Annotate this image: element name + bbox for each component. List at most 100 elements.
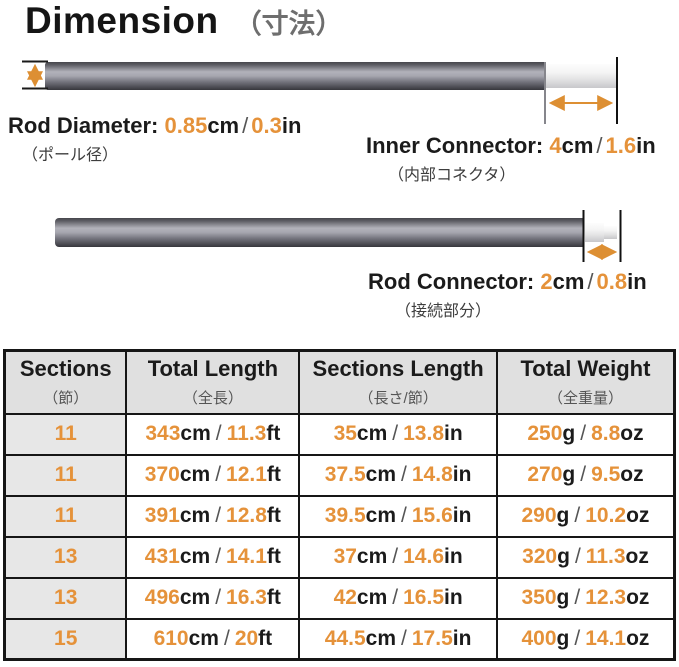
metric-value: 496: [144, 586, 180, 609]
rod-diameter-in-unit: in: [281, 113, 302, 138]
value-separator: /: [242, 113, 249, 138]
value-separator: /: [580, 422, 587, 445]
metric-value: 343: [145, 422, 181, 445]
value-separator: /: [574, 504, 581, 527]
rod-illustration-bottom: [55, 218, 583, 247]
diameter-arrow: [22, 60, 48, 90]
metric-unit: cm: [179, 545, 211, 568]
imperial-unit: in: [452, 463, 472, 486]
imperial-value: 16.3: [226, 586, 267, 609]
imperial-value: 11.3: [585, 545, 626, 568]
metric-value: 370: [144, 463, 180, 486]
table-row: 13 496cm/16.3ft 42cm/16.5in 350g/12.3oz: [3, 576, 676, 620]
imperial-value: 9.5: [591, 463, 621, 486]
imperial-unit: in: [444, 545, 463, 568]
metric-unit: cm: [356, 545, 388, 568]
metric-unit: cm: [365, 504, 397, 527]
col-header-sections-length-jp: （長さ/節）: [358, 390, 438, 408]
metric-value: 35: [333, 422, 357, 445]
sections-value: 13: [54, 545, 78, 568]
sections-value: 11: [54, 504, 77, 527]
rod-connector-in-unit: in: [627, 269, 647, 294]
metric-value: 44.5: [324, 626, 366, 650]
value-separator: /: [401, 463, 407, 486]
rod-illustration-top: [45, 62, 545, 90]
metric-value: 39.5: [324, 504, 366, 527]
metric-unit: g: [562, 422, 576, 445]
imperial-unit: oz: [626, 626, 650, 650]
table-row: 13 431cm/14.1ft 37cm/14.6in 320g/11.3oz: [3, 535, 676, 579]
inner-connector-in-unit: in: [636, 133, 656, 158]
rod-diameter-cm-value: 0.85: [164, 113, 208, 138]
inner-connector-in-value: 1.6: [605, 133, 637, 158]
cell-section-length: 39.5cm/15.6in: [298, 494, 498, 538]
cell-sections: 13: [3, 576, 128, 620]
metric-value: 290: [521, 504, 557, 527]
rod-connector-tip: [604, 226, 617, 239]
metric-unit: g: [556, 586, 570, 609]
value-separator: /: [215, 586, 222, 609]
metric-unit: cm: [179, 504, 211, 527]
imperial-unit: oz: [625, 545, 649, 568]
metric-unit: cm: [365, 626, 397, 650]
metric-unit: g: [562, 463, 576, 486]
imperial-unit: oz: [626, 586, 650, 609]
metric-unit: cm: [188, 626, 219, 650]
cell-sections: 11: [3, 412, 128, 456]
value-separator: /: [392, 545, 399, 568]
metric-unit: g: [556, 626, 570, 650]
metric-unit: g: [557, 545, 570, 568]
value-separator: /: [223, 626, 230, 650]
cell-sections: 13: [3, 535, 128, 579]
metric-unit: cm: [179, 586, 211, 609]
col-header-total-weight-jp: （全重量）: [547, 390, 623, 408]
imperial-value: 14.1: [585, 626, 627, 650]
cell-total-weight: 250g/8.8oz: [495, 412, 676, 456]
inner-connector-label-jp: （内部コネクタ）: [388, 167, 516, 184]
metric-value: 250: [527, 422, 563, 445]
rod-connector-label-jp: （接続部分）: [395, 303, 492, 320]
cell-total-weight: 320g/11.3oz: [495, 535, 676, 579]
imperial-unit: ft: [266, 422, 281, 445]
value-separator: /: [392, 422, 399, 445]
page-title-jp: （寸法）: [234, 9, 343, 39]
rod-connector-in-value: 0.8: [596, 269, 628, 294]
value-separator: /: [596, 133, 603, 158]
imperial-unit: oz: [620, 463, 644, 486]
cell-section-length: 37.5cm/14.8in: [298, 453, 498, 497]
value-separator: /: [215, 463, 222, 486]
imperial-unit: in: [452, 504, 472, 527]
value-separator: /: [574, 545, 581, 568]
imperial-value: 12.1: [226, 463, 267, 486]
col-header-total-weight-en: Total Weight: [520, 356, 651, 382]
rod-diameter-label: Rod Diameter: 0.85cm/0.3in: [8, 113, 301, 139]
value-separator: /: [401, 504, 407, 527]
inner-connector-text: Inner Connector:: [366, 133, 544, 158]
col-header-sections-jp: （節）: [43, 390, 89, 408]
cell-section-length: 37cm/14.6in: [298, 535, 498, 579]
inner-connector-part: [545, 64, 616, 88]
table-row: 11 370cm/12.1ft 37.5cm/14.8in 270g/9.5oz: [3, 453, 676, 497]
value-separator: /: [574, 586, 581, 609]
col-header-sections-length-en: Sections Length: [312, 356, 484, 382]
imperial-unit: ft: [258, 626, 273, 650]
col-header-total-weight: Total Weight （全重量）: [495, 349, 676, 415]
imperial-unit: in: [444, 586, 463, 609]
cell-total-weight: 350g/12.3oz: [495, 576, 676, 620]
sections-value: 15: [54, 626, 78, 650]
imperial-value: 14.1: [226, 545, 267, 568]
rod-connector-arrow: [582, 210, 622, 262]
imperial-value: 13.8: [403, 422, 444, 445]
inner-connector-cm-value: 4: [549, 133, 562, 158]
col-header-sections-length: Sections Length （長さ/節）: [298, 349, 498, 415]
value-separator: /: [392, 586, 399, 609]
rod-connector-cm-unit: cm: [552, 269, 585, 294]
cell-section-length: 35cm/13.8in: [298, 412, 498, 456]
metric-value: 610: [153, 626, 189, 650]
metric-value: 42: [333, 586, 357, 609]
cell-total-length: 343cm/11.3ft: [125, 412, 301, 456]
cell-total-weight: 270g/9.5oz: [495, 453, 676, 497]
value-separator: /: [215, 545, 222, 568]
imperial-value: 15.6: [411, 504, 453, 527]
sections-value: 11: [54, 422, 77, 445]
